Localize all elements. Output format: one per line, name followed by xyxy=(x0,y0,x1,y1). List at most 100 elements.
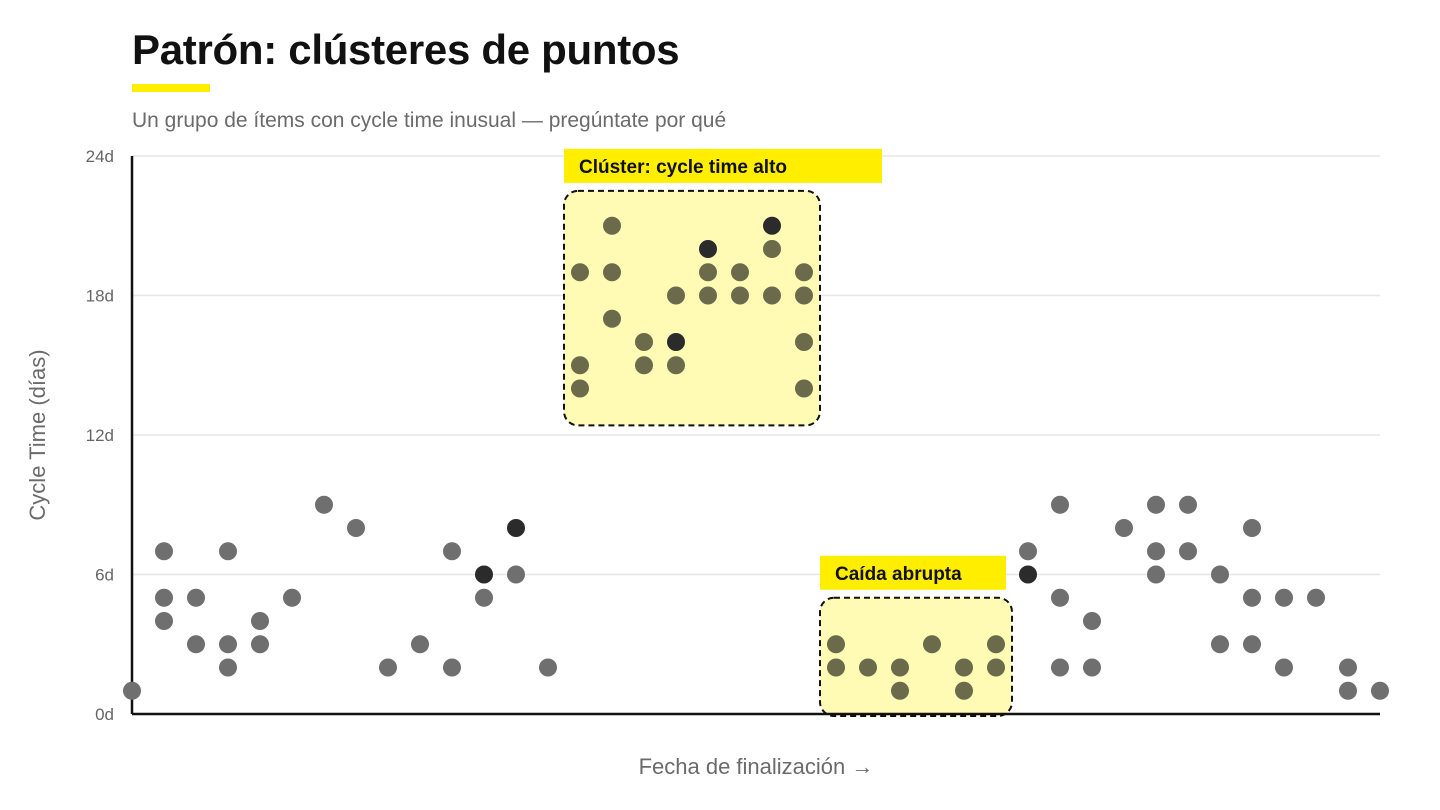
data-point xyxy=(859,658,877,677)
data-point xyxy=(155,542,173,561)
data-point xyxy=(763,240,781,258)
title-accent-bar xyxy=(132,84,210,92)
data-point xyxy=(603,309,621,328)
data-point xyxy=(731,263,749,282)
data-point xyxy=(635,333,653,351)
data-point xyxy=(603,263,621,282)
annotation-label-bg-1 xyxy=(820,555,1006,590)
data-point xyxy=(1083,612,1101,630)
data-point xyxy=(955,681,973,700)
data-point xyxy=(1211,565,1229,584)
data-point xyxy=(699,286,717,305)
y-axis-label: Cycle Time (días) xyxy=(25,349,50,520)
y-tick-label: 24d xyxy=(86,147,114,166)
data-point xyxy=(251,635,269,654)
annotation-label-1: Caída abrupta xyxy=(835,564,962,585)
y-tick-label: 0d xyxy=(95,705,114,724)
x-axis-label: Fecha de finalización → xyxy=(639,754,874,779)
data-point xyxy=(251,612,269,630)
data-point xyxy=(1275,658,1293,677)
data-point xyxy=(1083,658,1101,677)
data-point xyxy=(219,635,237,654)
data-point xyxy=(1307,588,1325,607)
data-point xyxy=(219,658,237,677)
data-point xyxy=(923,635,941,654)
data-point xyxy=(443,658,461,677)
data-point xyxy=(667,356,685,375)
data-point xyxy=(1339,658,1357,677)
data-point xyxy=(1179,495,1197,514)
data-point xyxy=(1147,542,1165,561)
page-title: Patrón: clústeres de puntos xyxy=(132,26,680,73)
axes: 0d 6d 12d 18d 24d xyxy=(86,147,1380,724)
data-point xyxy=(795,333,813,351)
page-subtitle: Un grupo de ítems con cycle time inusual… xyxy=(132,109,727,132)
data-point xyxy=(283,588,301,607)
data-point xyxy=(571,356,589,375)
data-point xyxy=(699,263,717,282)
axis-labels: Fecha de finalización → Cycle Time (días… xyxy=(25,349,873,779)
data-point xyxy=(827,635,845,654)
data-point xyxy=(795,286,813,305)
data-point xyxy=(187,635,205,654)
data-point xyxy=(987,635,1005,654)
data-point xyxy=(507,519,525,537)
data-point xyxy=(315,495,333,514)
data-point xyxy=(1179,542,1197,561)
data-point xyxy=(1275,588,1293,607)
data-point xyxy=(603,216,621,235)
data-point xyxy=(1243,588,1261,607)
data-point xyxy=(155,588,173,607)
data-point xyxy=(1243,635,1261,654)
annotation-label-bg-0 xyxy=(564,148,882,183)
data-point xyxy=(1051,495,1069,514)
data-point xyxy=(699,240,717,258)
data-point xyxy=(123,681,141,700)
data-point xyxy=(795,379,813,398)
data-point xyxy=(1051,588,1069,607)
data-point xyxy=(635,356,653,375)
data-point xyxy=(763,216,781,235)
y-tick-label: 6d xyxy=(95,566,114,585)
data-point xyxy=(1147,565,1165,584)
data-point xyxy=(667,286,685,305)
data-point xyxy=(1019,565,1037,584)
data-point xyxy=(667,333,685,351)
data-point xyxy=(507,565,525,584)
annotation-boxes: Clúster: cycle time alto Caída abrupta xyxy=(563,148,1013,717)
annotation-box-1 xyxy=(819,596,1013,717)
data-point xyxy=(571,379,589,398)
data-point xyxy=(731,286,749,305)
data-point xyxy=(155,612,173,630)
annotation-box-0 xyxy=(563,189,821,427)
data-point xyxy=(1211,635,1229,654)
data-point xyxy=(1051,658,1069,677)
data-point xyxy=(187,588,205,607)
y-tick-label: 18d xyxy=(86,287,114,306)
data-point xyxy=(827,658,845,677)
data-point xyxy=(891,658,909,677)
data-points xyxy=(123,216,1389,700)
data-point xyxy=(891,681,909,700)
y-tick-label: 12d xyxy=(86,426,114,445)
data-point xyxy=(443,542,461,561)
data-point xyxy=(379,658,397,677)
data-point xyxy=(347,519,365,537)
data-point xyxy=(795,263,813,282)
data-point xyxy=(219,542,237,561)
data-point xyxy=(987,658,1005,677)
data-point xyxy=(955,658,973,677)
data-point xyxy=(411,635,429,654)
data-point xyxy=(475,588,493,607)
data-point xyxy=(1147,495,1165,514)
data-point xyxy=(539,658,557,677)
data-point xyxy=(763,286,781,305)
data-point xyxy=(1243,519,1261,537)
data-point xyxy=(1019,542,1037,561)
data-point xyxy=(1115,519,1133,537)
data-point xyxy=(475,565,493,584)
data-point xyxy=(1371,681,1389,700)
data-point xyxy=(571,263,589,282)
data-point xyxy=(1339,681,1357,700)
